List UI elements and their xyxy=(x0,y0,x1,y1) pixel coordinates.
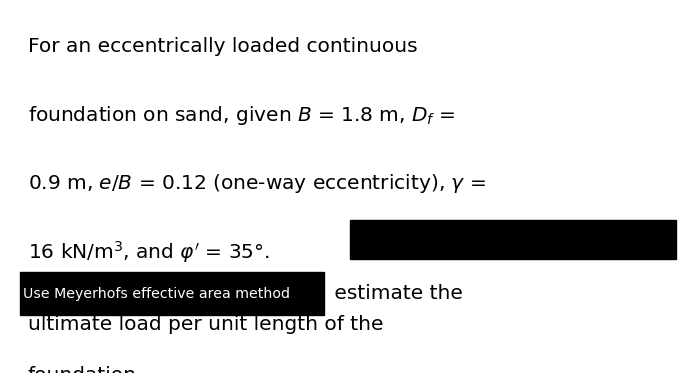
Text: Use Meyerhofs effective area method: Use Meyerhofs effective area method xyxy=(23,286,290,301)
Bar xyxy=(350,220,676,259)
Text: 16 kN/m$^3$, and $\mathit{\varphi'}$ = 35°.: 16 kN/m$^3$, and $\mathit{\varphi'}$ = 3… xyxy=(28,239,270,264)
Bar xyxy=(20,272,324,315)
Text: ultimate load per unit length of the: ultimate load per unit length of the xyxy=(28,315,384,334)
Text: foundation.: foundation. xyxy=(28,366,144,373)
Text: estimate the: estimate the xyxy=(328,284,463,303)
Text: For an eccentrically loaded continuous: For an eccentrically loaded continuous xyxy=(28,37,418,56)
Text: 0.9 m, $\mathit{e/B}$ = 0.12 (one-way eccentricity), $\mathit{\gamma}$ =: 0.9 m, $\mathit{e/B}$ = 0.12 (one-way ec… xyxy=(28,172,486,195)
Text: foundation on sand, given $\mathit{B}$ = 1.8 m, $\mathit{D_f}$ =: foundation on sand, given $\mathit{B}$ =… xyxy=(28,104,455,128)
